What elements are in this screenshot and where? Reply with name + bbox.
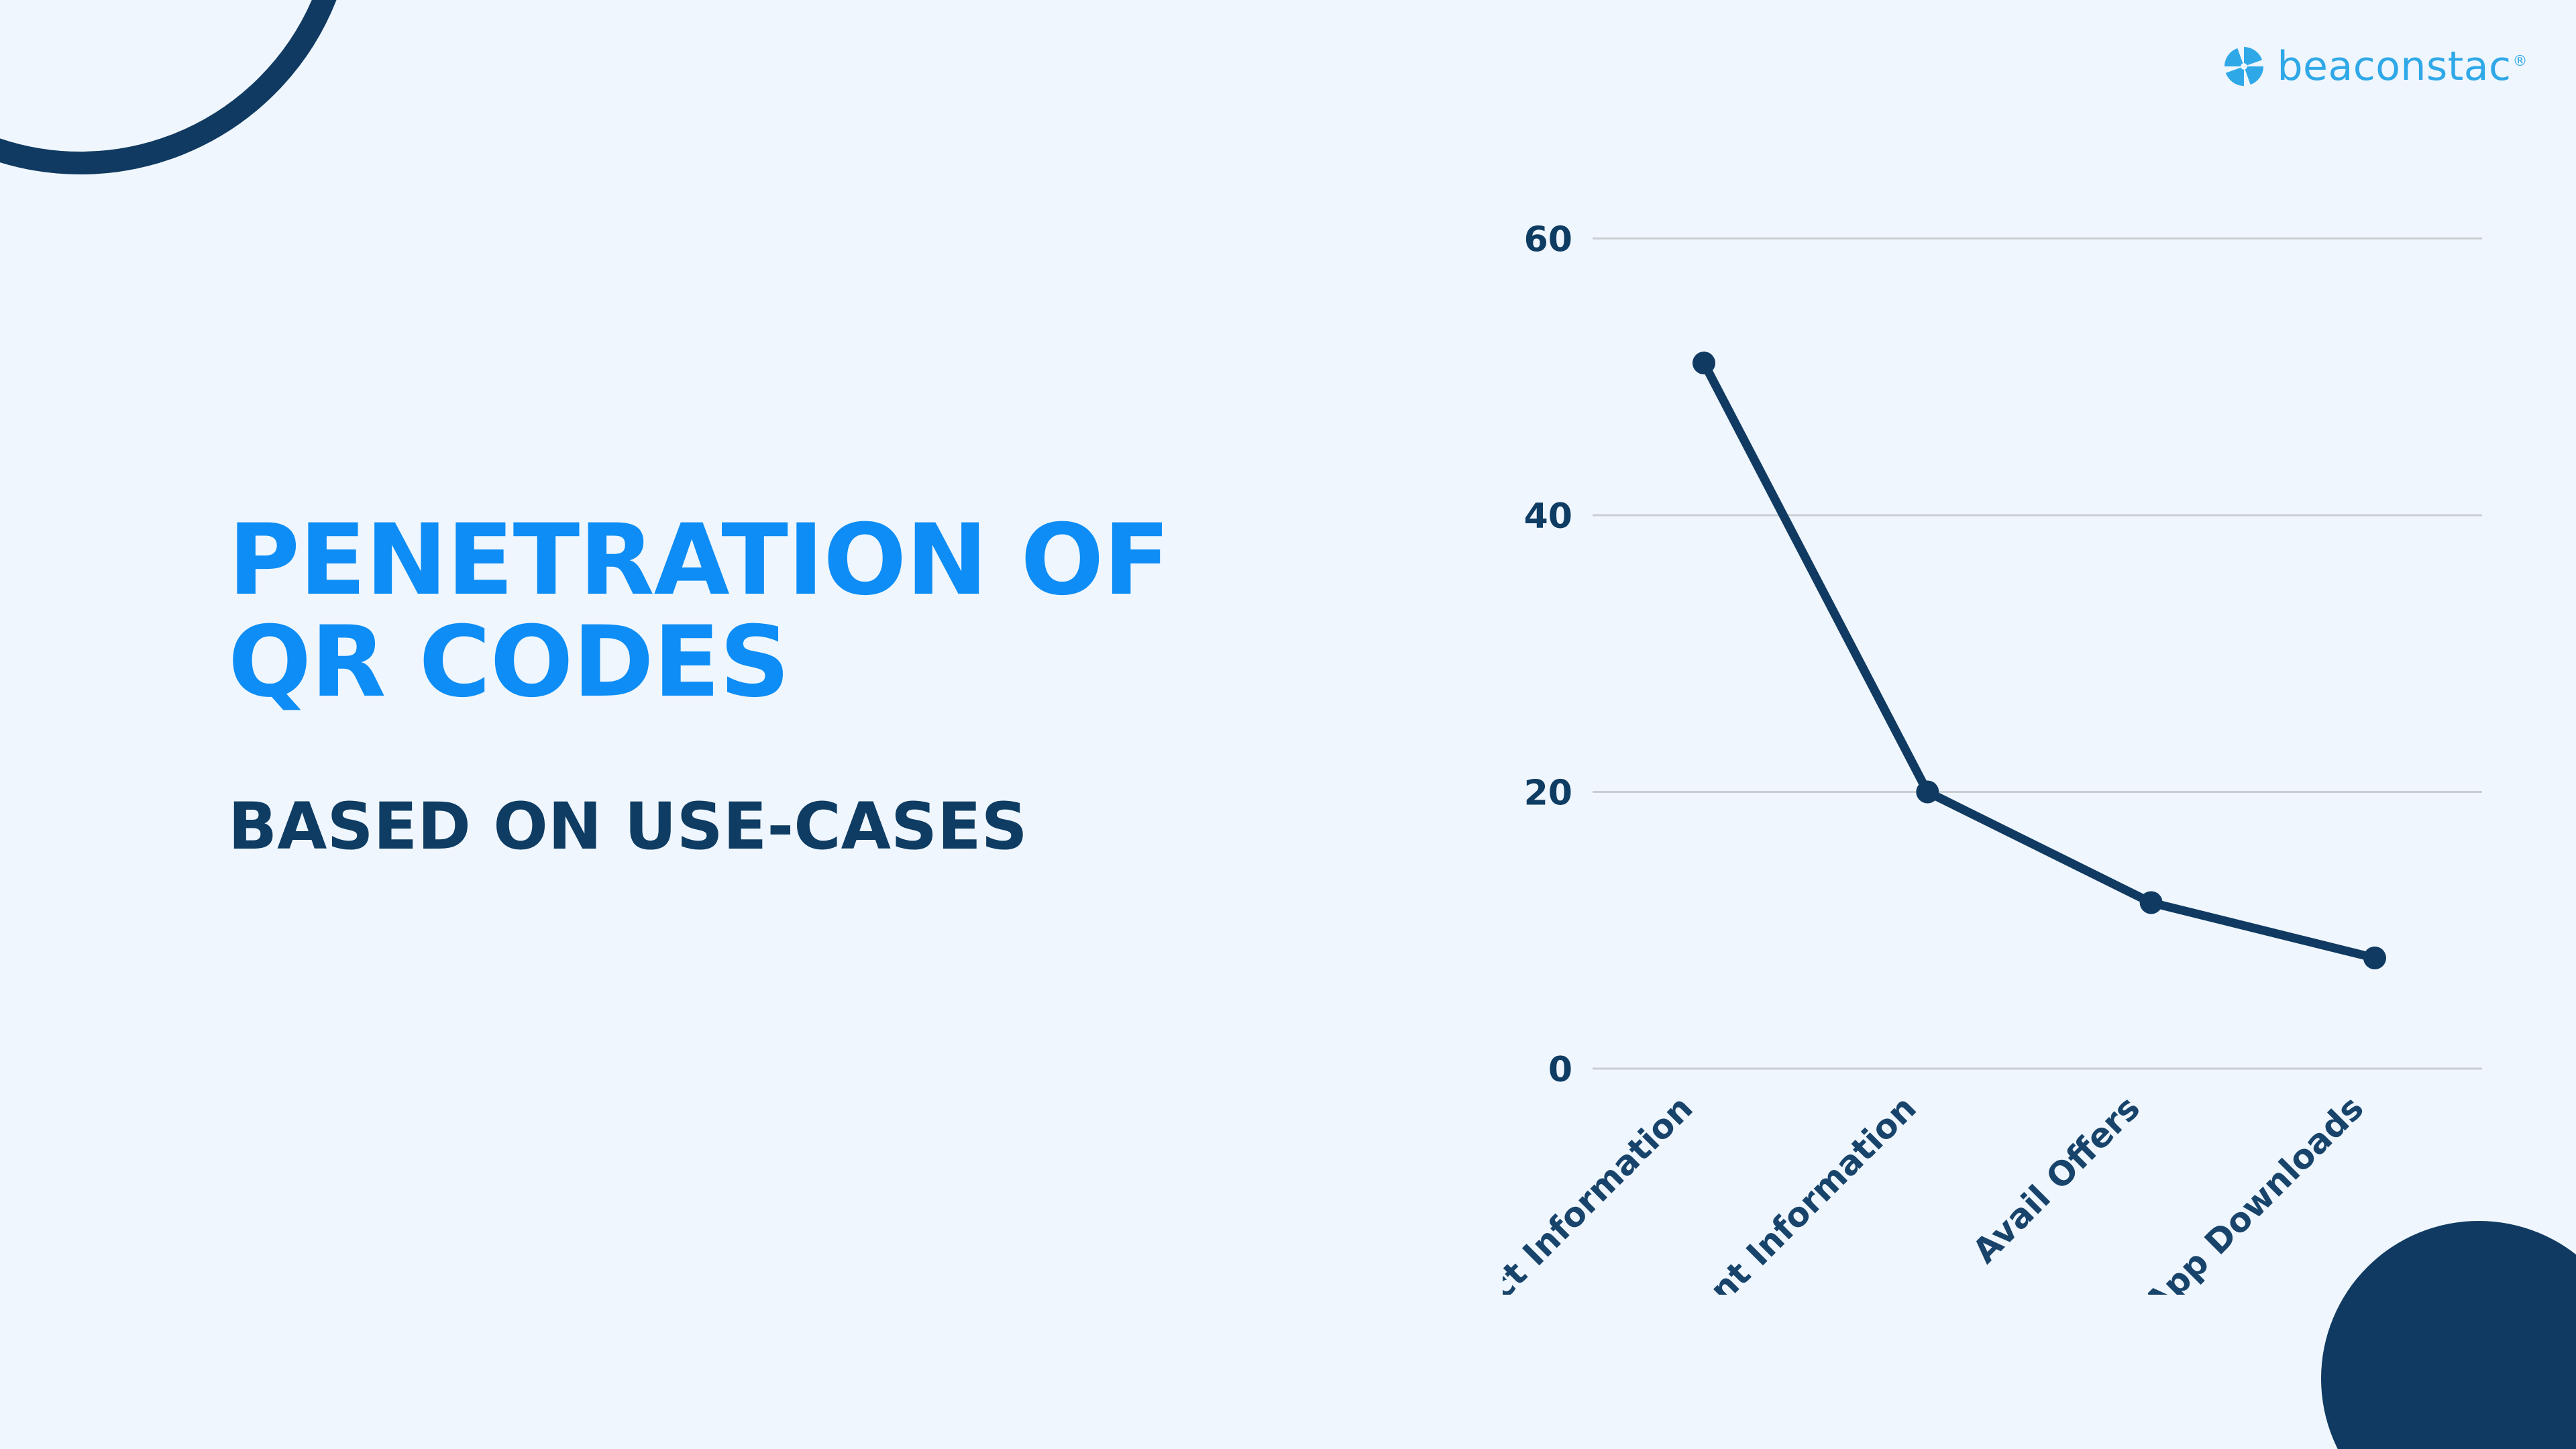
pinwheel-icon <box>2224 46 2264 87</box>
series-line-path <box>1699 358 2379 963</box>
data-point-marker[interactable] <box>2363 947 2386 969</box>
decorative-ring-shape <box>0 0 356 174</box>
y-axis-tick-label: 0 <box>1548 1050 1572 1090</box>
trademark-symbol: ® <box>2512 53 2528 70</box>
data-point-marker[interactable] <box>1693 352 1715 375</box>
y-axis-tick-label: 60 <box>1524 220 1572 260</box>
x-axis-tick-label: Avail Offers <box>1965 1088 2147 1271</box>
page-subtitle: BASED ON USE-CASES <box>228 788 1028 864</box>
headline-block: PENETRATION OF QR CODES BASED ON USE-CAS… <box>228 509 1301 864</box>
title-line-2: QR CODES <box>228 604 790 719</box>
logo-wordmark-text: beaconstac <box>2277 43 2512 90</box>
logo-wordmark: beaconstac® <box>2277 46 2528 87</box>
y-axis-tick-label: 20 <box>1524 773 1572 814</box>
data-point-marker[interactable] <box>1916 780 1939 804</box>
brand-logo[interactable]: beaconstac® <box>2223 46 2528 87</box>
x-axis-tick-label: Product Information <box>1503 1088 1700 1295</box>
data-point-marker[interactable] <box>2139 891 2163 914</box>
y-axis-tick-label: 40 <box>1524 496 1572 537</box>
page-title: PENETRATION OF QR CODES <box>228 509 1301 714</box>
x-axis-tick-label: App Downloads <box>2137 1088 2371 1295</box>
title-line-1: PENETRATION OF <box>228 503 1170 617</box>
